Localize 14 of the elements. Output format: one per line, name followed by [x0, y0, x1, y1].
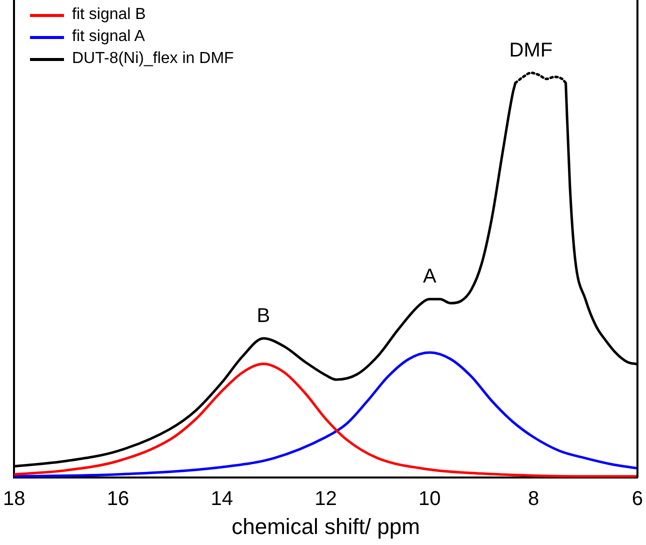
x-tick-label: 18: [3, 488, 26, 510]
x-tick-label: 6: [632, 488, 643, 510]
x-tick-label: 14: [210, 488, 234, 510]
annotation: DMF: [509, 39, 553, 62]
x-tick-label: 8: [528, 488, 540, 510]
x-tick-label: 12: [314, 488, 337, 510]
x-axis-title: chemical shift/ ppm: [232, 514, 420, 539]
legend-label: DUT-8(Ni)_flex in DMF: [72, 50, 234, 68]
legend-label: fit signal B: [72, 6, 146, 24]
x-tick-label: 16: [106, 488, 130, 510]
annotation: B: [256, 304, 270, 327]
x-tick-label: 10: [418, 488, 441, 510]
annotation: A: [422, 266, 437, 288]
legend-label: fit signal A: [72, 28, 145, 46]
